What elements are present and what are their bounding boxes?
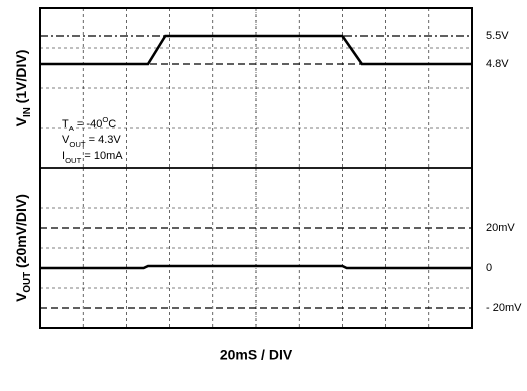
annotation: IOUT = 10mA [62, 150, 123, 165]
text-part: OUT [69, 140, 86, 149]
text-part: A [69, 124, 75, 133]
reference-label: 0 [486, 262, 492, 274]
reference-label: 4.8V [486, 58, 509, 70]
reference-label: - 20mV [486, 302, 522, 314]
text-part: V [13, 292, 29, 302]
x-axis-label: 20mS / DIV [220, 347, 293, 363]
text-part: = -40 [74, 118, 102, 130]
text-part: (1V/DIV) [13, 50, 29, 108]
text-part: (20mV/DIV) [13, 194, 29, 272]
y-axis-label: VOUT (20mV/DIV) [13, 194, 33, 302]
text-part: OUT [65, 156, 82, 165]
annotation: VOUT = 4.3V [62, 134, 121, 149]
y-axis-label: VIN (1V/DIV) [13, 50, 33, 127]
outer-frame [39, 7, 473, 329]
text-part: V [13, 116, 29, 126]
text-part: IN [22, 107, 33, 117]
text-part: I [62, 150, 65, 162]
text-part: = 4.3V [86, 134, 122, 146]
trace [40, 264, 472, 270]
text-part: T [62, 118, 69, 130]
annotation: TA = -40OC [62, 115, 116, 133]
text-part: C [108, 118, 116, 130]
trace [40, 34, 472, 66]
text-part: = 10mA [81, 150, 123, 162]
reference-label: 5.5V [486, 30, 509, 42]
text-part: V [62, 134, 70, 146]
text-part: O [102, 115, 108, 124]
text-part: OUT [22, 272, 33, 293]
reference-label: 20mV [486, 222, 515, 234]
